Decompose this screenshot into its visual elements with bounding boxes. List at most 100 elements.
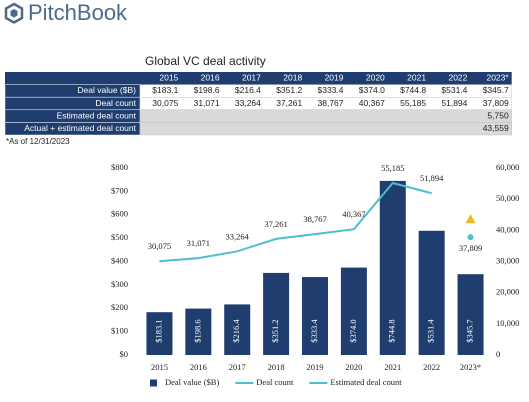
bar — [457, 274, 484, 355]
line-label: 33,264 — [226, 231, 250, 241]
table-cell: 43,559 — [483, 123, 509, 133]
logo-icon — [4, 2, 24, 24]
table-cell: 51,894 — [441, 98, 467, 108]
bar — [224, 304, 251, 355]
bar-label: $198.6 — [192, 319, 202, 342]
line — [159, 181, 432, 263]
table-cell: $333.4 — [318, 85, 344, 95]
x-tick-label: 2022 — [423, 362, 440, 372]
table-header-cell: 2018 — [283, 73, 302, 83]
point-label: 37,809 — [459, 243, 482, 253]
line-label: 55,185 — [381, 163, 404, 173]
line-label: 31,071 — [187, 238, 210, 248]
line-label: 38,767 — [303, 214, 326, 224]
y-tick-label: $100 — [111, 326, 128, 336]
estimate-marker — [465, 214, 476, 224]
table-header-cell: 2021 — [407, 73, 426, 83]
table-cell: 37,809 — [483, 98, 509, 108]
bar-label: $183.1 — [153, 319, 163, 342]
legend-label: Deal value ($B) — [165, 377, 219, 387]
legend-label: Estimated deal count — [330, 377, 402, 387]
table-cell: 40,367 — [359, 98, 385, 108]
line-label: 51,894 — [420, 173, 444, 183]
x-tick-label: 2017 — [229, 362, 246, 372]
bar — [263, 272, 290, 355]
x-tick-label: 2021 — [384, 362, 401, 372]
bar-label: $374.0 — [348, 319, 358, 342]
bar — [146, 312, 173, 355]
y-tick-label: $800 — [111, 162, 128, 172]
x-tick-label: 2015 — [151, 362, 168, 372]
y-tick-label: $600 — [111, 209, 128, 219]
table-cell: 33,264 — [235, 98, 261, 108]
table-row-label: Estimated deal count — [57, 110, 137, 120]
table-cell: $183.1 — [152, 85, 178, 95]
bar — [340, 267, 367, 355]
y-tick-label: $500 — [111, 232, 128, 242]
table-header-cell: 2022 — [448, 73, 467, 83]
table-row-label: Deal value ($B) — [77, 85, 136, 95]
y-tick-label: $0 — [120, 349, 129, 359]
x-tick-label: 2016 — [190, 362, 207, 372]
bar-label: $345.7 — [465, 319, 475, 342]
y2-tick-label: 60,000 — [496, 162, 519, 172]
table-header-cell: 2019 — [325, 73, 344, 83]
x-tick-label: 2018 — [268, 362, 285, 372]
table-cell: $198.6 — [194, 85, 220, 95]
table-header-bg — [5, 72, 512, 85]
bar-label: $333.4 — [309, 319, 319, 343]
table-cell: 5,750 — [487, 110, 509, 120]
bar-label: $744.8 — [387, 319, 397, 342]
legend-label: Deal count — [256, 377, 294, 387]
y2-tick-label: 50,000 — [496, 193, 519, 203]
table-cell: 37,261 — [276, 98, 302, 108]
table-header-cell: 2016 — [201, 73, 220, 83]
table-cell: 38,767 — [318, 98, 344, 108]
table-cell: $531.4 — [441, 85, 467, 95]
table-header-cell: 2023* — [486, 73, 509, 83]
table-cell: $744.8 — [400, 85, 426, 95]
point — [467, 234, 474, 241]
y-tick-label: $300 — [111, 279, 128, 289]
table-cell: 30,075 — [152, 98, 178, 108]
bar — [302, 277, 328, 355]
table-cell: $216.4 — [235, 85, 261, 95]
bar-label: $351.2 — [270, 319, 280, 342]
bar — [185, 308, 212, 355]
table-cell: 31,071 — [194, 98, 220, 108]
table-header-cell: 2017 — [242, 73, 261, 83]
legend-swatch — [150, 379, 157, 387]
table-cell: 55,185 — [400, 98, 426, 108]
y-tick-label: $700 — [111, 185, 128, 195]
y2-tick-label: 0 — [496, 349, 500, 359]
table-row-label: Deal count — [95, 98, 136, 108]
table-cell: $351.2 — [276, 85, 302, 95]
bar — [379, 180, 406, 355]
bar — [418, 230, 445, 355]
line-label: 30,075 — [148, 241, 171, 251]
bar-label: $531.4 — [426, 319, 436, 343]
table-row-label: Actual + estimated deal count — [24, 123, 136, 133]
y2-tick-label: 20,000 — [496, 287, 519, 297]
y-tick-label: $400 — [111, 255, 128, 265]
table-header-cell: 2020 — [366, 73, 385, 83]
line-label: 40,367 — [342, 209, 365, 219]
y-tick-label: $200 — [111, 302, 128, 312]
x-tick-label: 2023* — [460, 362, 481, 372]
x-tick-label: 2019 — [307, 362, 324, 372]
table-cell: $374.0 — [359, 85, 385, 95]
footnote: *As of 12/31/2023 — [6, 137, 70, 146]
table-header-cell: 2015 — [159, 73, 178, 83]
table-title: Global VC deal activity — [145, 54, 266, 68]
y2-tick-label: 10,000 — [496, 318, 519, 328]
y2-tick-label: 30,000 — [496, 255, 519, 265]
table-cell: $345.7 — [483, 85, 509, 95]
table-row-bg — [139, 122, 512, 136]
logo: PitchBook — [28, 0, 128, 25]
x-tick-label: 2020 — [345, 362, 362, 372]
bar-label: $216.4 — [231, 319, 241, 343]
y2-tick-label: 40,000 — [496, 224, 519, 234]
line-label: 37,261 — [264, 219, 287, 229]
table-row-bg — [139, 109, 512, 123]
